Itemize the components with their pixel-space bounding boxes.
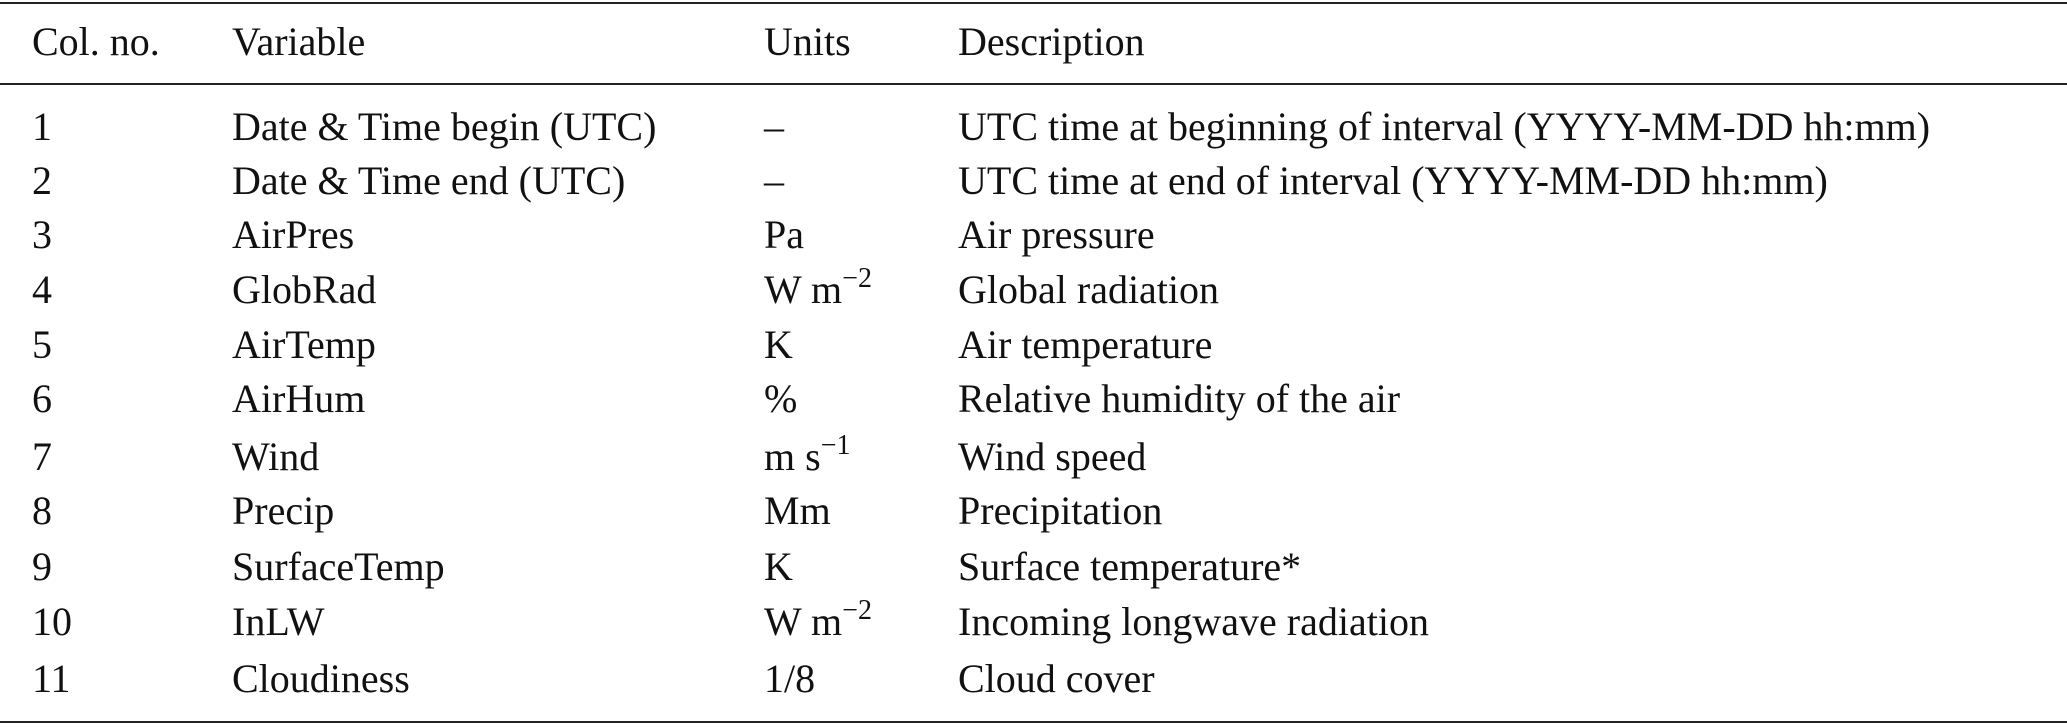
- header-cell: Description: [958, 19, 1145, 64]
- units-cell: –: [764, 104, 784, 149]
- variable-cell: Date & Time begin (UTC): [232, 104, 657, 149]
- col-cell: 5: [32, 322, 52, 367]
- unit-exponent: −2: [842, 263, 872, 294]
- description-cell: Air temperature: [958, 322, 1213, 367]
- variable-cell: Cloudiness: [232, 656, 410, 701]
- col-cell: 6: [32, 376, 52, 421]
- units-cell: K: [764, 322, 793, 367]
- description-cell: UTC time at beginning of interval (YYYY-…: [958, 104, 1931, 149]
- bottom-rule: [0, 721, 2067, 723]
- header-cell: Units: [764, 19, 851, 64]
- col-cell: 11: [32, 656, 71, 701]
- variable-cell: InLW: [232, 599, 325, 644]
- variable-cell: AirPres: [232, 212, 355, 257]
- header-rule: [0, 83, 2067, 85]
- variable-cell: Wind: [232, 434, 320, 479]
- header-cell: Col. no.: [32, 19, 160, 64]
- col-cell: 3: [32, 212, 52, 257]
- variable-cell: Date & Time end (UTC): [232, 158, 626, 203]
- col-cell: 2: [32, 158, 52, 203]
- units-cell: %: [764, 376, 798, 421]
- description-cell: Incoming longwave radiation: [958, 599, 1429, 644]
- description-cell: Global radiation: [958, 267, 1220, 312]
- col-cell: 10: [32, 599, 72, 644]
- units-cell: W m−2: [764, 263, 872, 312]
- units-cell: K: [764, 544, 793, 589]
- units-cell: 1/8: [764, 656, 816, 701]
- col-cell: 7: [32, 434, 52, 479]
- variable-cell: AirHum: [232, 376, 366, 421]
- description-cell: Air pressure: [958, 212, 1155, 257]
- description-cell: Surface temperature*: [958, 544, 1302, 589]
- variable-cell: SurfaceTemp: [232, 544, 445, 589]
- unit-exponent: −2: [842, 595, 872, 626]
- description-cell: Relative humidity of the air: [958, 376, 1401, 421]
- units-cell: Mm: [764, 488, 831, 533]
- col-cell: 4: [32, 267, 52, 312]
- units-cell: –: [764, 158, 784, 203]
- description-cell: Wind speed: [958, 434, 1147, 479]
- variable-cell: Precip: [232, 488, 335, 533]
- description-cell: Cloud cover: [958, 656, 1155, 701]
- col-cell: 9: [32, 544, 52, 589]
- unit-exponent: −1: [820, 430, 851, 461]
- units-cell: W m−2: [764, 595, 872, 644]
- variable-cell: GlobRad: [232, 267, 377, 312]
- description-cell: Precipitation: [958, 488, 1163, 533]
- col-cell: 1: [32, 104, 52, 149]
- header-cell: Variable: [232, 19, 366, 64]
- description-cell: UTC time at end of interval (YYYY-MM-DD …: [958, 158, 1828, 203]
- variable-cell: AirTemp: [232, 322, 376, 367]
- units-cell: Pa: [764, 212, 804, 257]
- units-cell: m s−1: [764, 430, 851, 479]
- col-cell: 8: [32, 488, 52, 533]
- top-rule: [0, 2, 2067, 4]
